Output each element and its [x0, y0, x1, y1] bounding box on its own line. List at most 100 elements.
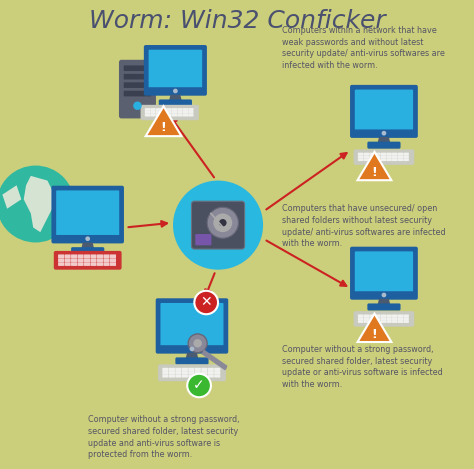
FancyBboxPatch shape — [71, 247, 104, 254]
Text: ✓: ✓ — [193, 378, 205, 393]
FancyBboxPatch shape — [161, 111, 166, 113]
FancyBboxPatch shape — [364, 315, 369, 318]
FancyBboxPatch shape — [71, 262, 77, 266]
FancyBboxPatch shape — [166, 108, 172, 111]
Polygon shape — [81, 242, 94, 250]
FancyBboxPatch shape — [364, 156, 369, 158]
FancyBboxPatch shape — [195, 374, 201, 378]
FancyBboxPatch shape — [161, 108, 166, 111]
Circle shape — [382, 293, 386, 297]
FancyBboxPatch shape — [183, 113, 188, 117]
FancyBboxPatch shape — [358, 158, 364, 161]
FancyBboxPatch shape — [188, 368, 194, 371]
FancyBboxPatch shape — [386, 153, 392, 156]
FancyBboxPatch shape — [369, 153, 375, 156]
FancyBboxPatch shape — [381, 156, 386, 158]
FancyBboxPatch shape — [64, 254, 71, 258]
FancyBboxPatch shape — [392, 153, 398, 156]
FancyBboxPatch shape — [64, 258, 71, 262]
FancyBboxPatch shape — [386, 318, 392, 320]
FancyBboxPatch shape — [375, 153, 381, 156]
FancyBboxPatch shape — [172, 108, 177, 111]
Circle shape — [188, 334, 207, 353]
FancyBboxPatch shape — [84, 262, 90, 266]
Polygon shape — [357, 152, 392, 180]
FancyBboxPatch shape — [398, 156, 403, 158]
FancyBboxPatch shape — [201, 371, 207, 374]
FancyBboxPatch shape — [381, 153, 386, 156]
FancyBboxPatch shape — [392, 318, 398, 320]
FancyBboxPatch shape — [150, 111, 155, 113]
Polygon shape — [24, 176, 55, 232]
FancyBboxPatch shape — [110, 254, 116, 258]
Text: Computer without a strong password,
secured shared folder, latest security
updat: Computer without a strong password, secu… — [88, 415, 239, 460]
Text: Computers that have unsecured/ open
shared folders without latest security
updat: Computers that have unsecured/ open shar… — [282, 204, 446, 249]
FancyBboxPatch shape — [208, 368, 214, 371]
FancyBboxPatch shape — [369, 158, 375, 161]
FancyBboxPatch shape — [354, 149, 414, 165]
Circle shape — [194, 291, 218, 314]
FancyBboxPatch shape — [162, 368, 168, 371]
FancyBboxPatch shape — [375, 320, 381, 323]
Polygon shape — [377, 136, 391, 144]
FancyBboxPatch shape — [64, 262, 71, 266]
FancyBboxPatch shape — [182, 368, 188, 371]
FancyBboxPatch shape — [124, 91, 151, 96]
FancyBboxPatch shape — [398, 153, 403, 156]
FancyBboxPatch shape — [195, 371, 201, 374]
FancyBboxPatch shape — [91, 258, 97, 262]
FancyBboxPatch shape — [367, 142, 401, 149]
FancyBboxPatch shape — [103, 258, 109, 262]
FancyBboxPatch shape — [351, 129, 417, 137]
FancyBboxPatch shape — [148, 50, 202, 91]
Text: Worm: Win32 Conficker: Worm: Win32 Conficker — [89, 9, 385, 33]
FancyBboxPatch shape — [403, 318, 409, 320]
FancyBboxPatch shape — [144, 45, 207, 96]
FancyBboxPatch shape — [156, 345, 228, 353]
FancyBboxPatch shape — [91, 254, 97, 258]
FancyBboxPatch shape — [177, 111, 182, 113]
FancyBboxPatch shape — [369, 156, 375, 158]
FancyBboxPatch shape — [159, 99, 192, 106]
FancyBboxPatch shape — [392, 320, 398, 323]
Circle shape — [173, 89, 178, 93]
FancyBboxPatch shape — [403, 320, 409, 323]
FancyBboxPatch shape — [58, 262, 64, 266]
FancyBboxPatch shape — [183, 108, 188, 111]
FancyBboxPatch shape — [91, 262, 97, 266]
FancyBboxPatch shape — [97, 262, 103, 266]
FancyBboxPatch shape — [381, 158, 386, 161]
FancyBboxPatch shape — [403, 158, 409, 161]
FancyBboxPatch shape — [161, 113, 166, 117]
FancyBboxPatch shape — [110, 262, 116, 266]
FancyBboxPatch shape — [155, 111, 161, 113]
FancyBboxPatch shape — [369, 320, 375, 323]
FancyBboxPatch shape — [375, 318, 381, 320]
Polygon shape — [221, 364, 227, 370]
FancyBboxPatch shape — [208, 371, 214, 374]
FancyBboxPatch shape — [169, 368, 175, 371]
FancyBboxPatch shape — [350, 247, 418, 300]
FancyBboxPatch shape — [150, 108, 155, 111]
FancyBboxPatch shape — [188, 113, 193, 117]
Polygon shape — [2, 185, 21, 209]
FancyBboxPatch shape — [354, 311, 414, 326]
FancyBboxPatch shape — [392, 315, 398, 318]
Circle shape — [173, 181, 263, 270]
Circle shape — [85, 236, 90, 241]
FancyBboxPatch shape — [182, 371, 188, 374]
FancyBboxPatch shape — [155, 298, 228, 354]
FancyBboxPatch shape — [97, 258, 103, 262]
Polygon shape — [146, 106, 182, 136]
FancyBboxPatch shape — [201, 368, 207, 371]
FancyBboxPatch shape — [214, 368, 220, 371]
Text: Computers within a network that have
weak passwords and without latest
security : Computers within a network that have wea… — [282, 26, 445, 70]
Circle shape — [382, 131, 386, 136]
FancyBboxPatch shape — [355, 90, 413, 133]
FancyBboxPatch shape — [369, 315, 375, 318]
FancyBboxPatch shape — [381, 318, 386, 320]
FancyBboxPatch shape — [188, 111, 193, 113]
FancyBboxPatch shape — [364, 153, 369, 156]
Circle shape — [133, 102, 142, 110]
FancyBboxPatch shape — [169, 371, 175, 374]
